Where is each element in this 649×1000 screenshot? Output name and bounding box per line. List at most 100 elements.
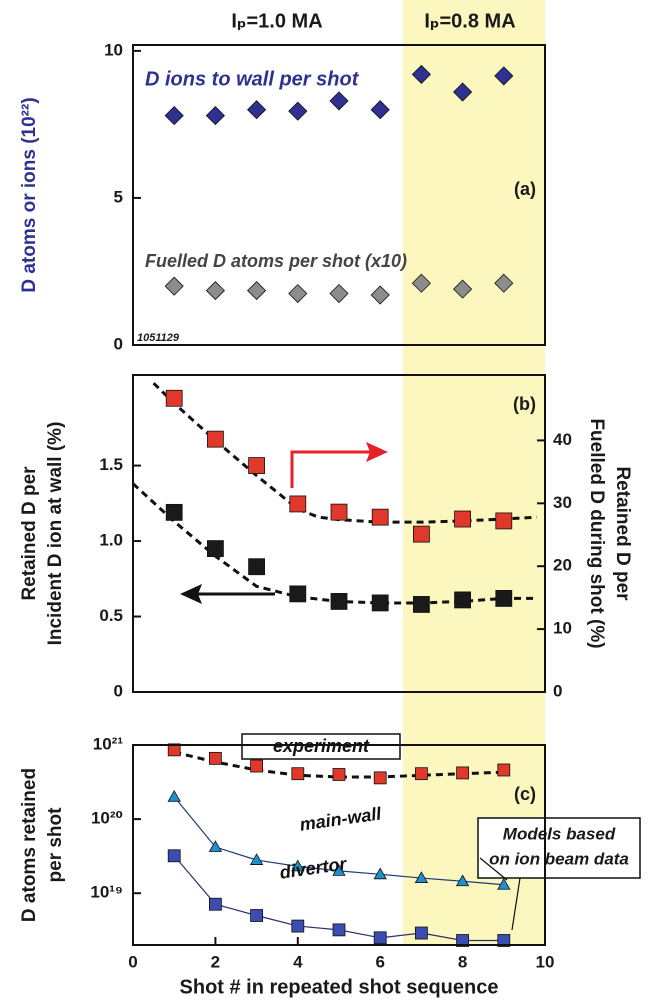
marker: [247, 100, 267, 120]
y-tick-label: 10²¹: [93, 734, 124, 753]
panel-label: (a): [514, 179, 536, 199]
marker: [165, 503, 183, 521]
x-tick-label: 2: [211, 952, 220, 971]
marker: [167, 743, 181, 757]
note: on ion beam data: [489, 849, 629, 868]
series-label: D ions to wall per shot: [145, 68, 360, 90]
marker: [370, 100, 390, 120]
marker: [165, 389, 183, 407]
marker: [329, 283, 349, 304]
marker: [414, 871, 429, 883]
y-tick-label: 1.0: [99, 531, 123, 550]
marker: [412, 596, 430, 613]
y-axis-label: per shot: [45, 807, 66, 883]
x-tick-label: 6: [375, 952, 384, 971]
x-tick-label: 8: [458, 952, 467, 971]
marker: [291, 767, 305, 781]
y-tick-label: 1.5: [99, 455, 123, 474]
y-tick-label: 5: [114, 187, 123, 206]
y-axis-label: D atoms retained: [19, 768, 40, 922]
marker: [495, 512, 513, 530]
arrowhead: [366, 442, 388, 462]
x-tick-label: 0: [128, 952, 137, 971]
marker: [494, 273, 514, 293]
marker: [497, 877, 511, 890]
marker: [497, 763, 511, 777]
y2-axis-label: Fuelled D during shot (%): [586, 418, 607, 648]
header-right: Iₚ=0.8 MA: [424, 10, 515, 32]
marker: [167, 789, 181, 802]
note: Models based: [503, 824, 616, 843]
arrow: [290, 450, 370, 488]
marker: [164, 276, 184, 296]
marker: [494, 66, 514, 86]
marker: [454, 510, 472, 528]
marker: [456, 934, 470, 947]
y-tick-label: 0: [114, 681, 123, 700]
marker: [371, 508, 389, 526]
marker: [164, 106, 184, 126]
series-label: Fuelled D atoms per shot (x10): [145, 251, 407, 271]
panel-frame: [132, 744, 546, 946]
marker: [250, 759, 264, 773]
marker: [247, 281, 267, 301]
annotation: 1051129: [137, 332, 180, 344]
marker: [288, 283, 308, 304]
marker: [250, 909, 264, 922]
panel-frame: [132, 374, 546, 693]
x-tick-label: 10: [536, 952, 555, 971]
marker: [330, 593, 348, 610]
marker: [248, 558, 266, 576]
y2-tick-label: 20: [553, 556, 572, 575]
marker: [373, 867, 387, 880]
marker: [411, 64, 431, 84]
marker: [208, 751, 222, 765]
marker: [332, 768, 346, 781]
marker: [456, 766, 470, 780]
y2-axis-label: Retained D per: [612, 466, 633, 601]
marker: [414, 767, 428, 781]
y-tick-label: 0.5: [99, 606, 123, 625]
marker: [414, 926, 428, 940]
arrowhead: [180, 584, 202, 604]
marker: [330, 503, 348, 521]
marker: [249, 853, 264, 865]
marker: [371, 594, 389, 612]
panel-label: (b): [513, 394, 536, 414]
marker: [205, 106, 225, 126]
y-tick-label: 0: [114, 334, 123, 353]
note-box: [477, 817, 641, 879]
series-label: divertor: [278, 853, 348, 882]
y-axis-label: Retained D per: [19, 466, 40, 601]
marker: [412, 525, 430, 543]
x-tick-label: 4: [293, 952, 303, 971]
leader-line: [479, 857, 508, 881]
marker: [206, 540, 224, 557]
leader-line: [511, 877, 521, 931]
marker: [370, 285, 390, 305]
panel-frame: [132, 44, 546, 346]
y-tick-label: 10: [104, 40, 123, 59]
y2-tick-label: 30: [553, 493, 572, 512]
marker: [167, 849, 181, 863]
panel-label: (c): [514, 784, 536, 804]
y2-tick-label: 0: [553, 681, 562, 700]
fit-line: [173, 750, 504, 779]
marker: [497, 934, 511, 947]
y2-tick-label: 10: [553, 619, 572, 638]
y-axis-label: Incident D ion at wall (%): [45, 422, 66, 646]
marker: [373, 771, 387, 785]
marker: [208, 897, 222, 911]
marker: [289, 495, 307, 513]
x-axis-label: Shot # in repeated shot sequence: [180, 976, 499, 998]
marker: [373, 931, 387, 945]
marker: [453, 82, 473, 102]
header-left: Iₚ=1.0 MA: [231, 10, 322, 32]
marker: [495, 590, 513, 607]
y2-tick-label: 40: [553, 430, 572, 449]
marker: [205, 281, 225, 301]
marker: [288, 101, 308, 121]
marker: [411, 273, 431, 293]
marker: [329, 91, 349, 111]
